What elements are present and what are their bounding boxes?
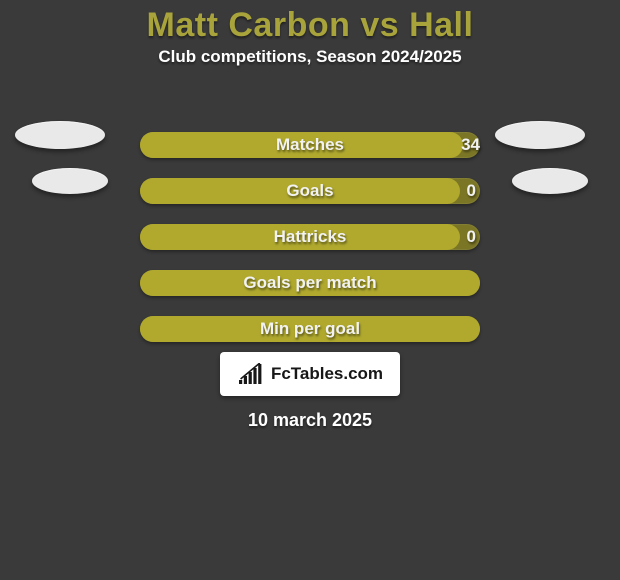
- stat-row: Hattricks0: [0, 214, 620, 260]
- stat-bar-fill: [140, 316, 480, 342]
- stat-bar-track: [140, 224, 480, 250]
- comparison-canvas: Matt Carbon vs Hall Club competitions, S…: [0, 0, 620, 580]
- stat-row: Goals per match: [0, 260, 620, 306]
- stat-bar-fill: [140, 178, 460, 204]
- bar-chart-icon: [237, 363, 265, 385]
- side-ellipse: [512, 168, 588, 194]
- stat-bar-fill: [140, 132, 463, 158]
- stat-bar-fill: [140, 270, 480, 296]
- side-ellipse: [32, 168, 108, 194]
- stats-area: Matches34Goals0Hattricks0Goals per match…: [0, 122, 620, 352]
- stat-bar-track: [140, 316, 480, 342]
- side-ellipse: [15, 121, 105, 149]
- page-title: Matt Carbon vs Hall: [0, 0, 620, 45]
- side-ellipse: [495, 121, 585, 149]
- stat-bar-track: [140, 270, 480, 296]
- date: 10 march 2025: [0, 410, 620, 431]
- stat-bar-track: [140, 178, 480, 204]
- site-logo: FcTables.com: [220, 352, 400, 396]
- stat-bar-track: [140, 132, 480, 158]
- site-logo-text: FcTables.com: [271, 364, 383, 384]
- stat-row: Min per goal: [0, 306, 620, 352]
- stat-bar-fill: [140, 224, 460, 250]
- subtitle: Club competitions, Season 2024/2025: [0, 47, 620, 67]
